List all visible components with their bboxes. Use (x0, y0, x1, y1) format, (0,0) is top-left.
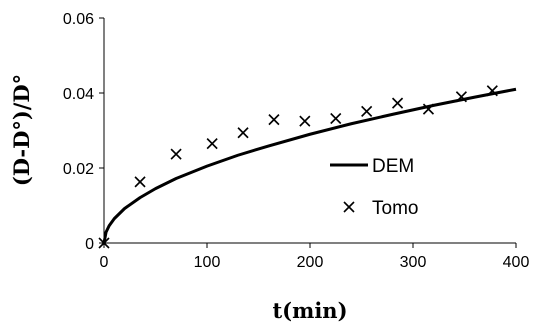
tomo-point (391, 97, 404, 109)
tomo-point (268, 114, 280, 126)
tomo-point (237, 127, 249, 139)
x-tick-label: 300 (400, 254, 427, 271)
legend-label-tomo: Tomo (372, 198, 418, 219)
series-line-dem (102, 87, 517, 244)
y-axis-title: (D-D°)/D° (9, 74, 34, 186)
x-axis-title: t(min) (272, 298, 347, 323)
y-tick-label: 0.06 (63, 11, 94, 28)
tomo-point (134, 176, 146, 188)
tomo-point (299, 115, 311, 127)
x-tick-label: 200 (297, 254, 324, 271)
tomo-point (98, 237, 110, 249)
tomo-point (170, 148, 182, 160)
x-tick-label: 0 (100, 254, 109, 271)
tomo-point (422, 103, 435, 115)
tomo-point (206, 138, 218, 150)
plot-area: 0 0.02 0.04 0.06 0 100 200 300 400 (63, 11, 530, 271)
y-tick-label: 0.04 (63, 86, 94, 103)
tomo-point (455, 91, 467, 103)
tomo-point (330, 112, 342, 125)
legend-label-dem: DEM (372, 156, 414, 177)
legend-marker-tomo (343, 201, 355, 213)
x-tick-label: 400 (503, 254, 530, 271)
tomo-point (361, 105, 373, 117)
x-tick-label: 100 (194, 254, 221, 271)
tomo-point (486, 85, 498, 97)
y-tick-label: 0.02 (63, 161, 94, 178)
legend: DEM Tomo (330, 156, 418, 219)
y-tick-label: 0 (85, 236, 94, 253)
